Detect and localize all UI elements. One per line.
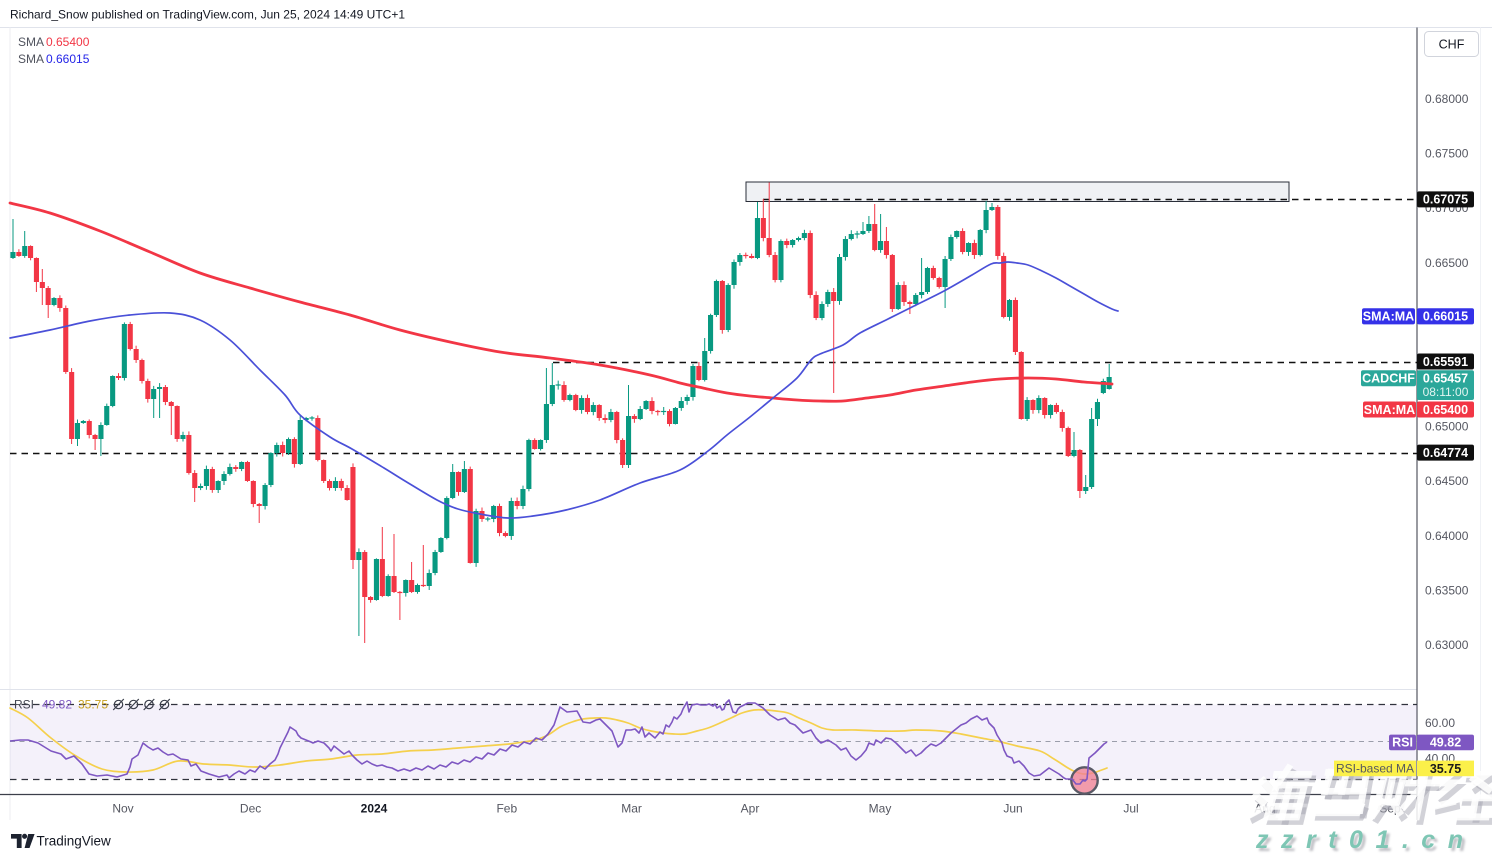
svg-text:0.65000: 0.65000 <box>1425 420 1469 434</box>
svg-text:0.63500: 0.63500 <box>1425 583 1469 597</box>
svg-text:0.64000: 0.64000 <box>1425 529 1469 543</box>
svg-text:Feb: Feb <box>496 802 517 816</box>
svg-text:Jun: Jun <box>1003 802 1022 816</box>
svg-text:0.64500: 0.64500 <box>1425 474 1469 488</box>
svg-text:SMA: SMA <box>18 52 44 66</box>
svg-text:0.68000: 0.68000 <box>1425 92 1469 106</box>
svg-text:May: May <box>869 802 892 816</box>
svg-text:CADCHF: CADCHF <box>1362 372 1415 386</box>
svg-text:49.82: 49.82 <box>1430 736 1461 750</box>
svg-text:0.66500: 0.66500 <box>1425 256 1469 270</box>
svg-text:SMA:MA: SMA:MA <box>1363 310 1414 324</box>
svg-text:0.65591: 0.65591 <box>1423 355 1468 369</box>
svg-text:RSI: RSI <box>1392 736 1413 750</box>
svg-text:Mar: Mar <box>621 802 642 816</box>
svg-text:0.63000: 0.63000 <box>1425 638 1469 652</box>
svg-text:Jul: Jul <box>1123 802 1138 816</box>
svg-text:0.66015: 0.66015 <box>46 52 90 66</box>
svg-text:RSI-based MA: RSI-based MA <box>1336 762 1414 776</box>
svg-text:0.67500: 0.67500 <box>1425 147 1469 161</box>
svg-text:SMA:MA: SMA:MA <box>1364 403 1415 417</box>
svg-text:CHF: CHF <box>1439 38 1465 52</box>
svg-text:0.66015: 0.66015 <box>1423 310 1468 324</box>
svg-text:35.75: 35.75 <box>1430 762 1461 776</box>
svg-text:35.75: 35.75 <box>78 698 108 712</box>
svg-text:60.00: 60.00 <box>1425 716 1455 730</box>
svg-text:49.82: 49.82 <box>42 698 72 712</box>
svg-text:Richard_Snow published on Trad: Richard_Snow published on TradingView.co… <box>10 8 405 22</box>
svg-text:Apr: Apr <box>741 802 760 816</box>
svg-text:0.67075: 0.67075 <box>1423 193 1468 207</box>
svg-text:Nov: Nov <box>112 802 133 816</box>
svg-text:SMA: SMA <box>18 35 44 49</box>
svg-text:0.65400: 0.65400 <box>46 35 90 49</box>
svg-text:0.65400: 0.65400 <box>1423 403 1468 417</box>
svg-text:0.64774: 0.64774 <box>1423 446 1468 460</box>
svg-text:RSI: RSI <box>14 698 34 712</box>
svg-text:Dec: Dec <box>240 802 261 816</box>
svg-text:0.65457: 0.65457 <box>1423 372 1468 386</box>
svg-text:TradingView: TradingView <box>37 834 112 849</box>
svg-text:08:11:00: 08:11:00 <box>1423 385 1469 399</box>
svg-text:2024: 2024 <box>361 802 388 816</box>
